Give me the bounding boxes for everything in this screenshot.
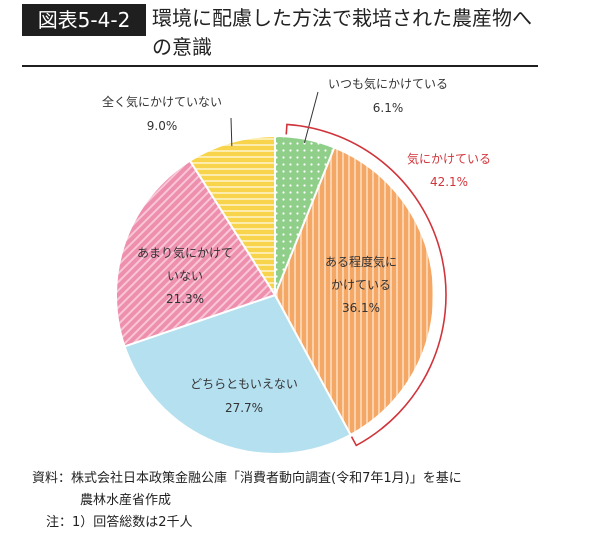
source-note: 資料：株式会社日本政策金融公庫「消費者動向調査(令和7年1月)」を基に <box>32 468 592 490</box>
slice-label-not-at-all: 全く気にかけていない 9.0% <box>102 94 222 133</box>
source-prefix: 資料： <box>32 471 72 486</box>
slice-somewhat <box>273 146 435 437</box>
header-underline <box>22 65 538 67</box>
slice-label-neutral: どちらともいえない 27.7% <box>190 377 298 415</box>
slice-label-somewhat: ある程度気に かけている 36.1% <box>325 254 397 315</box>
figure-number: 図表5-4-2 <box>22 4 146 36</box>
source-text-2: 農林水産省作成 <box>80 493 172 508</box>
label-somewhat-text-1: ある程度気に <box>325 254 397 269</box>
group-label-text: 気にかけている <box>407 151 491 166</box>
source-text-1: 株式会社日本政策金融公庫「消費者動向調査(令和7年1月)」を基に <box>71 471 462 486</box>
label-always-text: いつも気にかけている <box>328 76 448 91</box>
leader-line-not-at-all <box>230 117 233 147</box>
label-not-much-text-1: あまり気にかけて <box>137 245 233 260</box>
figure-title: 環境に配慮した方法で栽培された農産物への意識 <box>152 6 532 59</box>
label-somewhat-value: 36.1% <box>342 301 380 315</box>
figure-header: 図表5-4-2 環境に配慮した方法で栽培された農産物への意識 <box>22 4 538 67</box>
slice-neutral <box>123 293 352 455</box>
label-somewhat-text-2: かけている <box>331 278 391 292</box>
label-neutral-value: 27.7% <box>225 401 263 415</box>
footnotes: 資料：株式会社日本政策金融公庫「消費者動向調査(令和7年1月)」を基に 農林水産… <box>32 468 592 534</box>
label-always-value: 6.1% <box>373 101 404 115</box>
label-not-much-text-2: いない <box>167 269 203 283</box>
group-label-value: 42.1% <box>430 175 468 189</box>
group-label: 気にかけている 42.1% <box>407 151 491 189</box>
label-not-much-value: 21.3% <box>166 292 204 306</box>
label-not-at-all-value: 9.0% <box>147 119 178 133</box>
label-neutral-text: どちらともいえない <box>190 377 298 391</box>
leader-line-always <box>303 91 319 143</box>
group-bracket <box>285 123 447 447</box>
label-not-at-all-text: 全く気にかけていない <box>102 94 222 109</box>
slice-not-much <box>115 159 277 348</box>
slice-label-always: いつも気にかけている 6.1% <box>328 76 448 115</box>
respondent-note: 注：1）回答総数は2千人 <box>46 515 193 530</box>
slice-label-not-much: あまり気にかけて いない 21.3% <box>137 245 233 306</box>
slice-not-at-all <box>188 134 276 299</box>
